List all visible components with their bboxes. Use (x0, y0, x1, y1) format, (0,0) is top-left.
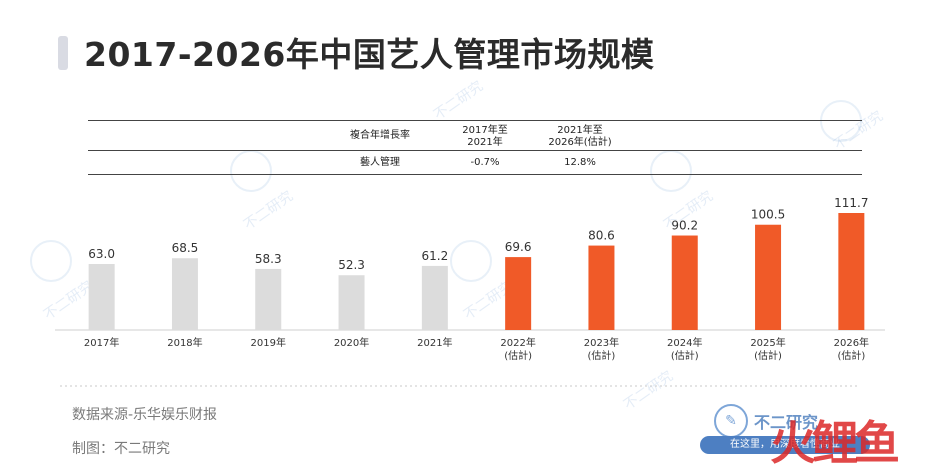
bar-value-label: 90.2 (671, 219, 698, 233)
bar (671, 235, 698, 330)
x-tick-label: 2023年 (584, 336, 619, 349)
x-tick-note: (估計) (504, 349, 532, 362)
bar (171, 258, 198, 330)
table-rule-bottom (88, 174, 862, 175)
bar-value-label: 52.3 (338, 258, 365, 272)
bar (255, 268, 282, 330)
brand-logo-icon: ✎ (714, 404, 748, 438)
bar-value-label: 63.0 (88, 247, 115, 261)
x-tick-label: 2025年 (750, 336, 785, 349)
x-tick-label: 2018年 (167, 336, 202, 349)
bar-value-label: 61.2 (421, 249, 448, 263)
x-tick-label: 2017年 (84, 336, 119, 349)
made-by-note: 制图：不二研究 (72, 441, 170, 457)
cagr-col2-header-line1: 2021年至 (557, 125, 603, 136)
cagr-row-label: 藝人管理 (360, 157, 400, 168)
brand-logo-text: 不二研究 (754, 413, 819, 432)
x-tick-label: 2021年 (417, 336, 452, 349)
bar (338, 275, 365, 330)
cagr-row-value-1: -0.7% (470, 157, 500, 168)
bar (755, 224, 782, 330)
title-accent-bar (58, 36, 68, 70)
x-tick-label: 2024年 (667, 336, 702, 349)
brand-slogan-pill: 在这里，用深度看懂商业 (700, 436, 870, 454)
bar (88, 264, 115, 330)
bar-value-label: 69.6 (505, 240, 532, 254)
cagr-table: 複合年增長率 2017年至 2021年 2021年至 2026年(估計) 藝人管… (0, 0, 940, 200)
bar (505, 257, 532, 330)
bar-value-label: 111.7 (834, 196, 868, 210)
page-title: 2017-2026年中国艺人管理市场规模 (84, 35, 655, 74)
bar-value-label: 58.3 (255, 252, 282, 266)
corner-logo-mark: 火鲤鱼 (770, 416, 900, 470)
cagr-header-label: 複合年增長率 (350, 130, 410, 141)
x-tick-note: (估計) (754, 349, 782, 362)
x-tick-note: (估計) (671, 349, 699, 362)
x-tick-note: (估計) (588, 349, 616, 362)
bar-value-label: 68.5 (172, 241, 199, 255)
cagr-col1-header-line2: 2021年 (467, 137, 503, 148)
x-tick-label: 2026年 (834, 336, 869, 349)
bar (421, 265, 448, 330)
bar (838, 213, 865, 330)
cagr-col2-header-line2: 2026年(估計) (548, 137, 612, 148)
source-note: 数据来源-乐华娱乐财报 (72, 407, 218, 423)
table-rule-top (88, 120, 862, 121)
bar-value-label: 100.5 (751, 208, 785, 222)
cagr-col1-header-line1: 2017年至 (462, 125, 508, 136)
table-rule-mid (88, 150, 862, 151)
x-tick-note: (估計) (837, 349, 865, 362)
x-tick-label: 2020年 (334, 336, 369, 349)
bar-chart: 63.0 2017年 68.5 2018年 58.3 2019年 52.3 2020年 61.2… (55, 196, 885, 387)
x-tick-label: 2019年 (251, 336, 286, 349)
cagr-row-value-2: 12.8% (564, 157, 596, 168)
bar-value-label: 80.6 (588, 229, 615, 243)
x-tick-label: 2022年 (500, 336, 535, 349)
bar (588, 245, 615, 330)
